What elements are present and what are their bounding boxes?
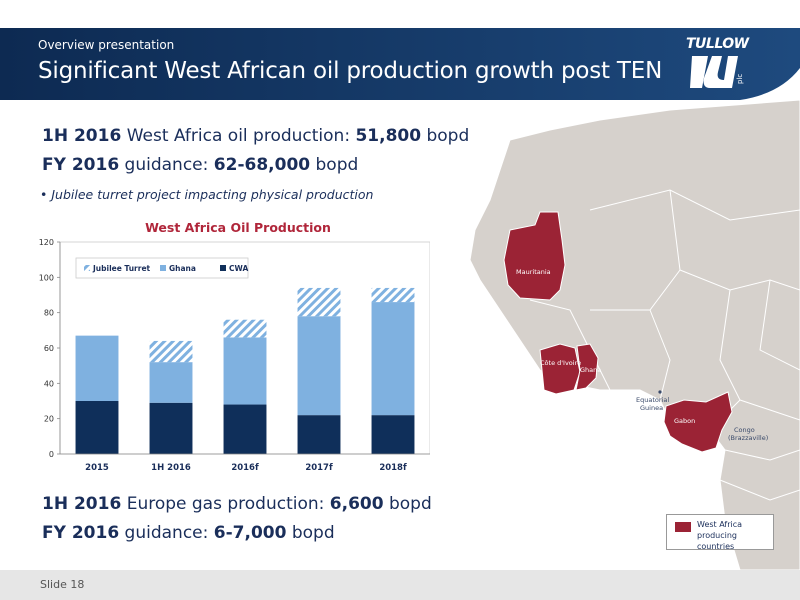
label-gabon: Gabon xyxy=(674,417,695,425)
legend-label: Ghana xyxy=(169,264,196,273)
bar-cwa xyxy=(223,404,267,454)
bar-ghana xyxy=(297,316,341,416)
label-brazzaville: (Brazzaville) xyxy=(728,434,768,442)
bar-cwa xyxy=(371,415,415,454)
y-tick-label: 80 xyxy=(44,309,54,318)
mauritania-shape xyxy=(503,211,566,301)
map-legend-text: West Africa producing countries xyxy=(697,520,743,551)
y-tick-label: 60 xyxy=(44,344,54,353)
legend-label: CWA xyxy=(229,264,248,273)
label-equatorial: Equatorial xyxy=(636,396,669,404)
bar-ghana xyxy=(223,337,267,405)
bar-ghana xyxy=(75,335,119,401)
wa-production-line: 1H 2016 West Africa oil production: 51,8… xyxy=(42,126,470,146)
map-legend-swatch xyxy=(675,522,691,532)
west-africa-map: Mauritania Côte d'Ivoire Ghana Equatoria… xyxy=(470,100,800,570)
ghana-shape xyxy=(575,343,599,391)
tullow-logo: TULLOW plc xyxy=(686,36,756,94)
bar-ghana xyxy=(371,302,415,416)
logo-word: TULLOW xyxy=(686,36,749,52)
legend-label: Jubilee Turret xyxy=(92,264,151,273)
x-tick-label: 1H 2016 xyxy=(151,463,191,473)
slide-number: Slide 18 xyxy=(40,578,85,591)
x-tick-label: 2018f xyxy=(379,463,407,473)
x-tick-label: 2015 xyxy=(85,463,109,473)
bar-cwa xyxy=(297,415,341,454)
y-tick-label: 20 xyxy=(44,415,54,424)
page-title: Significant West African oil production … xyxy=(38,58,663,84)
label-mauritania: Mauritania xyxy=(516,268,551,276)
label-cote-divoire: Côte d'Ivoire xyxy=(540,359,581,367)
cote-divoire-shape xyxy=(539,343,581,395)
bar-jubilee-turret xyxy=(297,287,341,317)
subtitle: Overview presentation xyxy=(38,38,175,52)
bar-cwa xyxy=(75,401,119,454)
y-tick-label: 0 xyxy=(49,450,54,459)
y-tick-label: 100 xyxy=(39,273,54,282)
bar-jubilee-turret xyxy=(223,319,267,338)
legend-swatch xyxy=(160,265,166,271)
chart-legend: Jubilee Turret Ghana CWA xyxy=(75,257,248,279)
europe-production-line: 1H 2016 Europe gas production: 6,600 bop… xyxy=(42,494,432,514)
chart-title: West Africa Oil Production xyxy=(145,220,331,235)
label-ghana: Ghana xyxy=(580,366,601,374)
gabon-congo-shape xyxy=(663,391,733,453)
y-tick-label: 120 xyxy=(39,238,54,247)
y-tick-label: 40 xyxy=(44,379,54,388)
bullet-note: • Jubilee turret project impacting physi… xyxy=(40,187,374,202)
footer: Slide 18 xyxy=(0,570,800,600)
logo-plc: plc xyxy=(736,74,744,84)
bar-jubilee-turret xyxy=(149,340,193,363)
header-banner xyxy=(0,28,800,100)
legend-swatch xyxy=(220,265,226,271)
legend-swatch xyxy=(84,265,90,271)
bar-cwa xyxy=(149,402,193,454)
header-background xyxy=(0,28,800,100)
map-legend: West Africa producing countries xyxy=(666,514,774,551)
equatorial-guinea-dot xyxy=(658,390,662,394)
x-tick-label: 2016f xyxy=(231,463,259,473)
label-guinea: Guinea xyxy=(640,404,663,412)
label-congo: Congo xyxy=(734,426,755,434)
production-chart: 0 20 40 60 80 100 120 2015 1H 2016 2016f 2017f 201… xyxy=(39,238,430,473)
europe-guidance-line: FY 2016 guidance: 6-7,000 bopd xyxy=(42,523,335,543)
logo-mark: plc xyxy=(690,56,744,88)
bar-ghana xyxy=(149,362,193,403)
bar-jubilee-turret xyxy=(371,287,415,303)
x-tick-label: 2017f xyxy=(305,463,333,473)
wa-guidance-line: FY 2016 guidance: 62-68,000 bopd xyxy=(42,155,359,175)
